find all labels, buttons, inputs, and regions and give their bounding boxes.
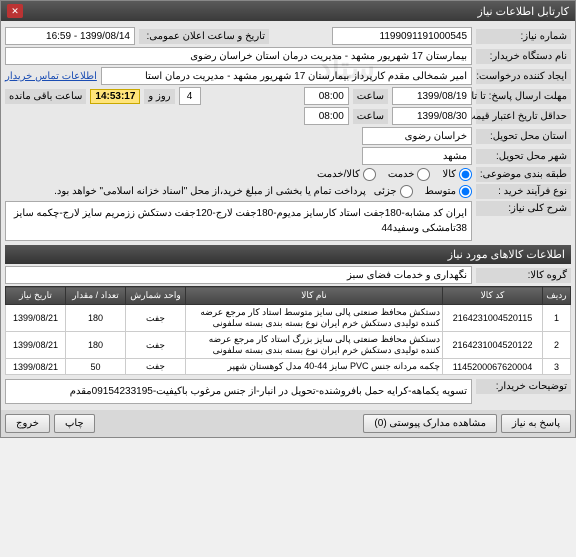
delivery-city-label: شهر محل تحویل: [476, 149, 571, 164]
process-radio-group: متوسط جزئی [374, 185, 472, 198]
table-row: 22164231004520122دستکش محافظ صنعتی پالی … [6, 332, 571, 359]
countdown-timer: 14:53:17 [90, 89, 140, 104]
days-remain: 4 [179, 87, 201, 105]
cell-n: 1 [543, 305, 571, 332]
validity-label: حداقل تاریخ اعتبار قیمت: تا تاریخ: [476, 109, 571, 124]
footer: پاسخ به نیاز مشاهده مدارک پیوستی (0) چاپ… [1, 410, 575, 437]
cell-name: دستکش محافظ صنعتی پالی سایز بزرگ استاد ک… [186, 332, 443, 359]
cell-n: 3 [543, 359, 571, 375]
budget-opt-2[interactable]: کالا/خدمت [317, 168, 376, 181]
reply-button[interactable]: پاسخ به نیاز [501, 414, 571, 433]
delivery-prov-label: استان محل تحویل: [476, 129, 571, 144]
items-table: ردیف کد کالا نام کالا واحد شمارش تعداد /… [5, 286, 571, 375]
cell-date: 1399/08/21 [6, 332, 66, 359]
attachments-button[interactable]: مشاهده مدارک پیوستی (0) [363, 414, 497, 433]
group-label: گروه کالا: [476, 268, 571, 283]
cell-unit: جفت [126, 332, 186, 359]
table-row: 12164231004520115دستکش محافظ صنعتی پالی … [6, 305, 571, 332]
th-qty: تعداد / مقدار [66, 287, 126, 305]
day-and-label: روز و [144, 89, 174, 104]
process-note: پرداخت تمام یا بخشی از مبلغ خرید،از محل … [5, 184, 370, 199]
cell-date: 1399/08/21 [6, 305, 66, 332]
th-n: ردیف [543, 287, 571, 305]
window-title: کارتابل اطلاعات نیاز [477, 5, 569, 18]
deadline-date: 1399/08/19 [392, 87, 472, 105]
cell-qty: 50 [66, 359, 126, 375]
need-no-label: شماره نیاز: [476, 29, 571, 44]
announce-value: 1399/08/14 - 16:59 [5, 27, 135, 45]
validity-time: 08:00 [304, 107, 349, 125]
budget-label: طبقه بندی موضوعی: [476, 167, 571, 182]
group-value: نگهداری و خدمات فضای سبز [5, 266, 472, 284]
close-icon[interactable]: ✕ [7, 4, 23, 18]
cell-qty: 180 [66, 332, 126, 359]
th-date: تاریخ نیاز [6, 287, 66, 305]
process-label: نوع فرآیند خرید : [476, 184, 571, 199]
overall-desc: ایران کد مشابه-180جفت استاد کارسایز مدیو… [5, 201, 472, 241]
exit-button[interactable]: خروج [5, 414, 50, 433]
process-opt-1[interactable]: جزئی [374, 185, 413, 198]
announce-label: تاریخ و ساعت اعلان عمومی: [139, 29, 269, 44]
th-code: کد کالا [443, 287, 543, 305]
cell-name: چکمه مردانه جنس PVC سایز 44-40 مدل کوهست… [186, 359, 443, 375]
budget-radio-1[interactable] [417, 168, 430, 181]
cell-name: دستکش محافظ صنعتی پالی سایز متوسط استاد … [186, 305, 443, 332]
cell-unit: جفت [126, 359, 186, 375]
time-label-1: ساعت [353, 89, 388, 104]
th-name: نام کالا [186, 287, 443, 305]
creator-value: امیر شمخالی مقدم کارپرداز بیمارستان 17 ش… [101, 67, 472, 85]
cell-unit: جفت [126, 305, 186, 332]
buyer-notes: تسویه یکماهه-کرایه حمل بافروشنده-تحویل د… [5, 379, 472, 404]
contact-link[interactable]: اطلاعات تماس خریدار [5, 71, 97, 82]
cell-code: 2164231004520115 [443, 305, 543, 332]
buyer-notes-label: توضیحات خریدار: [476, 379, 571, 394]
process-opt-0[interactable]: متوسط [425, 185, 472, 198]
deadline-label: مهلت ارسال پاسخ: تا تاریخ: [476, 89, 571, 104]
overall-desc-label: شرح کلی نیاز: [476, 201, 571, 216]
cell-n: 2 [543, 332, 571, 359]
delivery-prov: خراسان رضوی [362, 127, 472, 145]
th-unit: واحد شمارش [126, 287, 186, 305]
budget-opt-0[interactable]: کالا [442, 168, 472, 181]
process-radio-0[interactable] [459, 185, 472, 198]
need-no-value: 1199091191000545 [332, 27, 472, 45]
creator-label: ایجاد کننده درخواست: [476, 69, 571, 84]
cell-qty: 180 [66, 305, 126, 332]
cell-code: 2164231004520122 [443, 332, 543, 359]
deadline-time: 08:00 [304, 87, 349, 105]
cell-code: 1145200067620004 [443, 359, 543, 375]
titlebar: کارتابل اطلاعات نیاز ✕ [1, 1, 575, 21]
cell-date: 1399/08/21 [6, 359, 66, 375]
budget-radio-group: کالا خدمت کالا/خدمت [317, 168, 472, 181]
budget-radio-2[interactable] [363, 168, 376, 181]
print-button[interactable]: چاپ [54, 414, 95, 433]
time-label-2: ساعت [353, 109, 388, 124]
budget-radio-0[interactable] [459, 168, 472, 181]
remain-label: ساعت باقی مانده [5, 89, 86, 104]
items-section-head: اطلاعات کالاهای مورد نیاز [5, 245, 571, 264]
process-radio-1[interactable] [400, 185, 413, 198]
buyer-org-label: نام دستگاه خریدار: [476, 49, 571, 64]
delivery-city: مشهد [362, 147, 472, 165]
validity-date: 1399/08/30 [392, 107, 472, 125]
budget-opt-1[interactable]: خدمت [388, 168, 431, 181]
buyer-org-value: بیمارستان 17 شهریور مشهد - مدیریت درمان … [5, 47, 472, 65]
table-row: 31145200067620004چکمه مردانه جنس PVC سای… [6, 359, 571, 375]
